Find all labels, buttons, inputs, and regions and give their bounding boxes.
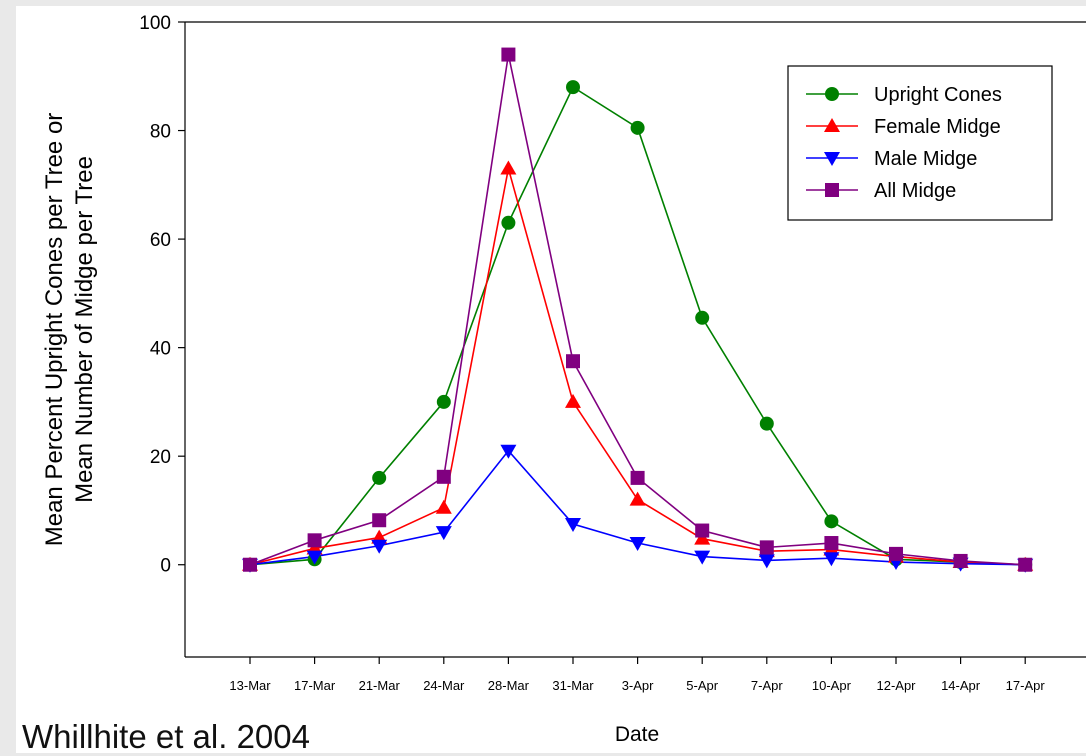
- x-tick-label: 21-Mar: [359, 678, 401, 693]
- y-tick-label: 0: [160, 556, 171, 577]
- male-midge-point: [371, 539, 388, 554]
- male-midge-point: [823, 552, 840, 567]
- all-midge-point: [243, 557, 257, 572]
- legend-female-midge-marker: [824, 118, 840, 132]
- x-tick-label: 13-Mar: [229, 678, 271, 693]
- all-midge-point: [501, 47, 516, 62]
- legend-all-midge-label: All Midge: [874, 180, 956, 202]
- all-midge-point: [372, 513, 387, 528]
- male-midge-point: [694, 550, 711, 565]
- x-tick-label: 31-Mar: [552, 678, 594, 693]
- legend-female-midge-label: Female Midge: [874, 116, 1001, 138]
- x-tick-label: 17-Mar: [294, 678, 336, 693]
- female-midge-point: [500, 160, 517, 175]
- upright-cones-point: [630, 120, 645, 135]
- upright-cones-point: [759, 416, 774, 431]
- x-axis-title: Date: [615, 723, 659, 746]
- male-midge-point: [306, 550, 323, 565]
- all-midge-point: [436, 469, 451, 484]
- y-tick-label: 80: [150, 122, 171, 143]
- all-midge-point: [630, 470, 645, 485]
- female-midge-point: [629, 491, 646, 506]
- male-midge-point: [435, 526, 452, 541]
- y-tick-label: 60: [150, 230, 171, 251]
- upright-cones-point: [695, 310, 710, 325]
- all-midge-point: [1018, 557, 1033, 572]
- female-midge-point: [694, 530, 711, 545]
- all-midge-point: [307, 533, 322, 548]
- x-tick-label: 10-Apr: [812, 678, 852, 693]
- y-axis-title-line: Mean Percent Upright Cones per Tree or: [41, 113, 68, 547]
- male-midge-point: [565, 518, 581, 533]
- all-midge-point: [695, 523, 710, 538]
- x-tick-label: 7-Apr: [751, 678, 783, 693]
- upright-cones-point: [824, 514, 839, 529]
- upright-cones-point: [436, 394, 451, 409]
- x-tick-label: 17-Apr: [1006, 678, 1046, 693]
- x-tick-label: 5-Apr: [686, 678, 718, 693]
- female-midge-point: [435, 499, 452, 514]
- x-tick-label: 14-Apr: [941, 678, 981, 693]
- all-midge-point: [889, 546, 903, 561]
- male-midge-point: [500, 444, 517, 459]
- male-midge-point: [758, 554, 775, 569]
- x-tick-label: 12-Apr: [876, 678, 916, 693]
- x-tick-label: 24-Mar: [423, 678, 465, 693]
- upright-cones-point: [566, 80, 580, 95]
- all-midge-point: [824, 536, 839, 551]
- legend-upright-cones-marker: [825, 87, 839, 101]
- legend-upright-cones-label: Upright Cones: [874, 84, 1002, 106]
- x-tick-label: 3-Apr: [622, 678, 654, 693]
- all-midge-point: [566, 354, 580, 369]
- all-midge-point: [953, 553, 968, 568]
- y-tick-label: 20: [150, 447, 171, 468]
- legend-male-midge-label: Male Midge: [874, 148, 977, 170]
- y-axis-title-line: Mean Number of Midge per Tree: [71, 156, 98, 503]
- citation-text: Whillhite et al. 2004: [22, 718, 310, 755]
- y-tick-label: 100: [139, 13, 171, 34]
- x-tick-label: 28-Mar: [488, 678, 530, 693]
- legend-male-midge-marker: [824, 152, 840, 166]
- male-midge-point: [629, 537, 646, 552]
- upright-cones-point: [501, 215, 516, 230]
- upright-cones-point: [372, 470, 387, 485]
- y-tick-label: 40: [150, 339, 171, 360]
- female-midge-point: [565, 393, 581, 408]
- legend-all-midge-marker: [825, 183, 839, 197]
- all-midge-point: [759, 540, 774, 555]
